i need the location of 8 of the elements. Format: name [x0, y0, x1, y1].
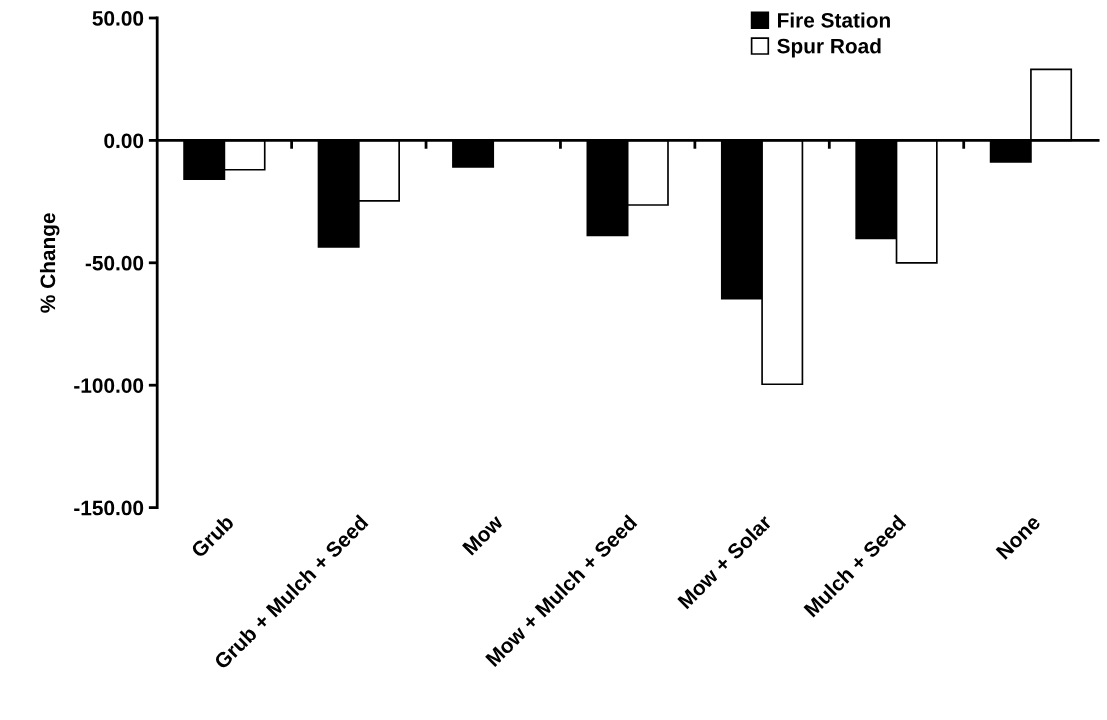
- legend-label: Fire Station: [778, 12, 890, 28]
- y-tick-label: -100.00: [74, 378, 144, 393]
- y-tick-label: -50.00: [85, 255, 144, 271]
- y-tick-label: 50.00: [92, 11, 144, 26]
- y-tick-label: 0.00: [104, 133, 144, 149]
- y-tick-label: -150.00: [74, 500, 144, 516]
- legend-label: Spur Road: [777, 38, 881, 58]
- y-axis-title: % Change: [39, 213, 60, 313]
